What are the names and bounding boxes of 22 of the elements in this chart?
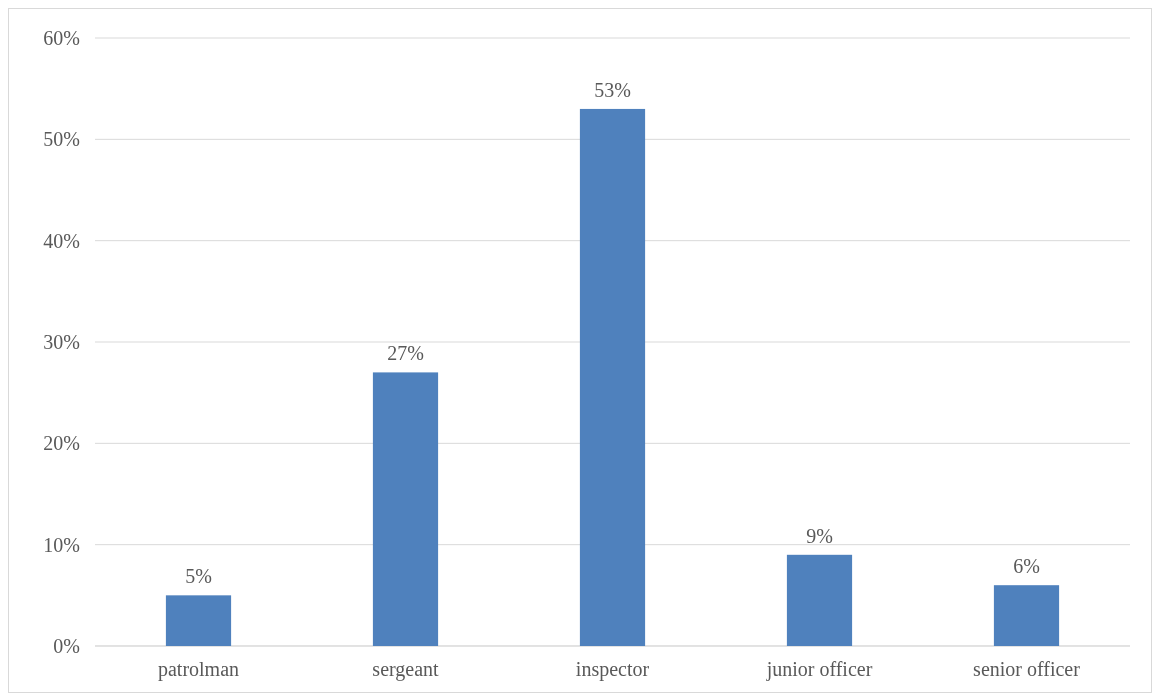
y-tick-label: 60% [43,27,80,49]
y-tick-label: 30% [43,331,80,353]
data-label: 27% [387,342,424,365]
x-tick-label: patrolman [157,658,240,681]
y-tick-label: 10% [43,533,80,556]
y-tick-label: 0% [53,635,80,657]
data-label: 5% [185,565,212,588]
y-tick-label: 40% [43,229,80,252]
data-label: 53% [594,78,631,101]
bar [579,108,646,646]
bar [786,554,853,646]
x-tick-label: senior officer [973,658,1081,680]
data-label: 6% [1013,555,1040,578]
y-tick-label: 50% [43,128,80,151]
x-tick-label: sergeant [372,658,440,681]
x-tick-label: junior officer [765,658,873,681]
bar [372,372,439,646]
bar [993,585,1060,646]
data-label: 9% [806,524,833,547]
bar [165,595,232,646]
y-tick-label: 20% [43,432,80,455]
x-tick-label: inspector [575,658,650,681]
